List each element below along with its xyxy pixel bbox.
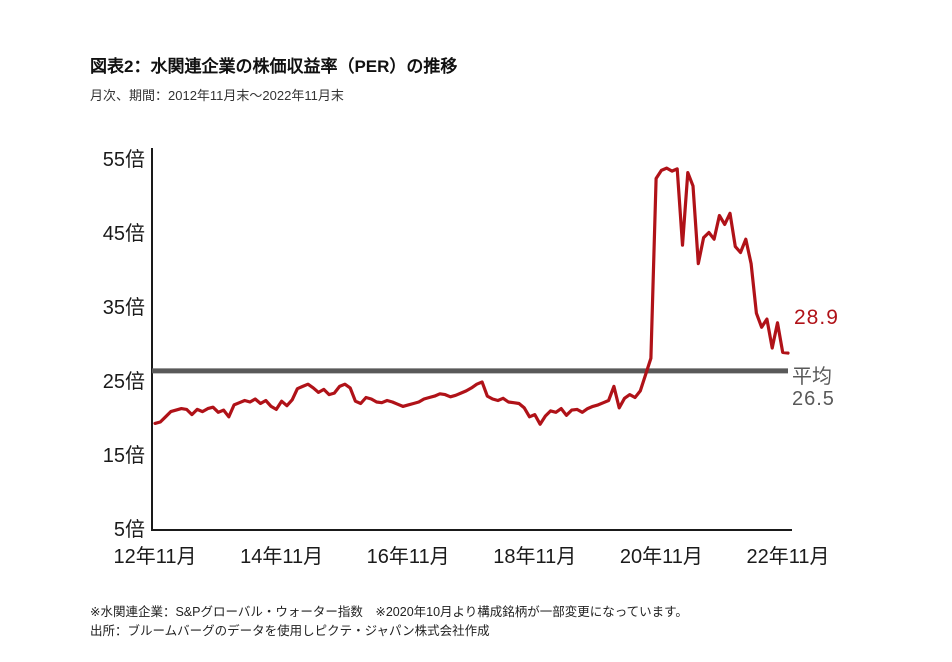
y-tick-label: 15倍 [102,445,145,467]
y-tick-label: 55倍 [102,149,145,171]
x-axis-labels: 12年11月 14年11月 16年11月 18年11月 20年11月 22年11月 [113,540,920,570]
x-tick-label: 12年11月 [113,546,197,568]
plot-area [140,130,840,560]
y-tick-label: 45倍 [102,223,145,245]
y-axis-labels: 55倍 45倍 35倍 25倍 15倍 5倍 [45,130,145,560]
average-label: 平均 [792,366,832,388]
x-tick-label: 16年11月 [366,546,450,568]
footnote-source: 出所：ブルームバーグのデータを使用しピクテ・ジャパン株式会社作成 [90,624,490,638]
chart-title: 図表2：水関連企業の株価収益率（PER）の推移 [90,57,458,76]
x-tick-label: 14年11月 [240,546,324,568]
y-tick-label: 5倍 [113,519,145,541]
latest-value-label: 28.9 [794,306,839,329]
x-tick-label: 20年11月 [619,546,703,568]
x-tick-label: 18年11月 [493,546,577,568]
y-tick-label: 25倍 [102,371,145,393]
chart-canvas [151,148,792,531]
x-tick-label: 22年11月 [746,546,830,568]
footnote-note: ※水関連企業：S&Pグローバル・ウォーター指数 ※2020年10月より構成銘柄が… [90,605,688,619]
per-line [153,166,790,426]
chart-subtitle: 月次、期間：2012年11月末～2022年11月末 [90,88,344,103]
average-value-label: 26.5 [792,388,835,410]
y-tick-label: 35倍 [102,297,145,319]
